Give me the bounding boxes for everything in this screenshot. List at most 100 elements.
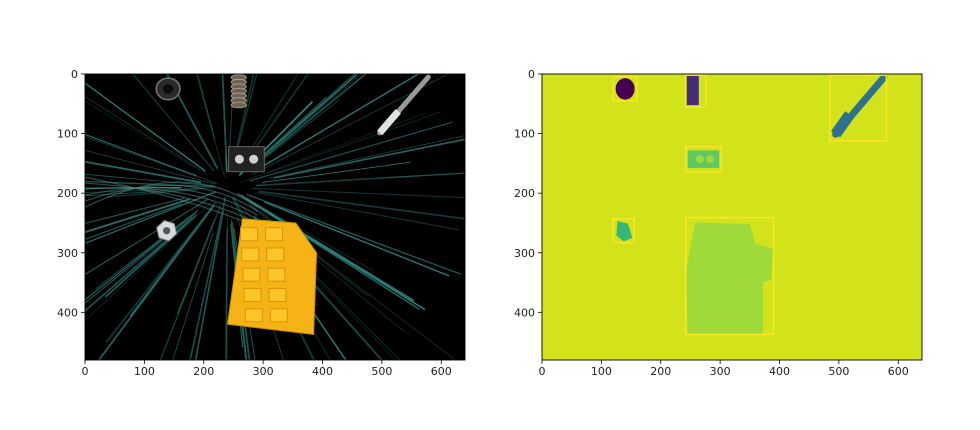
scene-streak	[240, 112, 426, 183]
y-tick-label: 100	[514, 128, 535, 141]
scene-swirl	[85, 176, 258, 228]
spring-object	[230, 74, 247, 109]
bracket-hole	[234, 154, 244, 164]
scene-streak	[196, 74, 225, 178]
brick-stud	[268, 288, 287, 302]
right-panel-segmentation-plot: 0 100 200 300 400 500 600 0 100 200 300 400	[514, 68, 923, 378]
scene-streak	[253, 99, 340, 168]
bracket-hole	[249, 154, 259, 164]
x-tick-label: 600	[431, 365, 452, 378]
scene-streak	[221, 74, 227, 157]
scene-streak	[85, 82, 206, 172]
y-tick-label: 200	[57, 187, 78, 200]
x-tick-label: 0	[82, 365, 89, 378]
brick-stud	[240, 227, 259, 242]
segment-screw-head	[831, 111, 855, 138]
bbox-screw	[829, 74, 888, 142]
scene-streak	[85, 149, 216, 185]
scene-streak	[106, 188, 200, 198]
brick-object	[226, 218, 318, 335]
y-tick-label: 300	[57, 247, 78, 260]
x-tick-label: 600	[888, 365, 909, 378]
scene-streak	[85, 196, 218, 322]
axes-frame	[541, 73, 923, 361]
scene-swirl	[85, 184, 258, 212]
y-tick-label: 0	[528, 68, 535, 81]
scene-streak	[241, 74, 299, 164]
scene-streak	[85, 186, 182, 189]
scene-streak	[85, 198, 191, 234]
scene-streak	[245, 198, 426, 311]
scene-streak	[263, 176, 388, 186]
bbox-nut	[612, 217, 635, 244]
axes-frame	[84, 73, 466, 361]
scene-swirl	[85, 187, 258, 216]
brick-stud	[243, 288, 262, 302]
scene-streak	[255, 96, 327, 162]
x-tick-label: 100	[591, 365, 612, 378]
scene-streak	[85, 191, 216, 245]
segmentation-map	[542, 74, 922, 360]
scene-swirl	[85, 182, 258, 224]
segment-nut	[616, 221, 633, 242]
scene-streak	[85, 133, 198, 177]
y-tick-label: 0	[71, 68, 78, 81]
scene-streak	[95, 213, 194, 290]
segment-bracket-hole	[695, 155, 704, 164]
scene-streak	[247, 74, 359, 171]
segment-ring	[615, 78, 635, 100]
scene-streak	[85, 197, 185, 224]
x-tick-label: 300	[253, 365, 274, 378]
axes: 0 100 200 300 400 500 600 0 100 200 300 400	[514, 68, 923, 378]
scene-streak	[197, 74, 216, 141]
scene-streak	[249, 121, 453, 182]
x-tick-label: 400	[312, 365, 333, 378]
scene-streak	[85, 160, 202, 184]
brick-stud	[266, 247, 285, 262]
scene-streak	[194, 210, 224, 360]
scene-streak	[252, 74, 450, 175]
x-tick-label: 500	[371, 365, 392, 378]
ring-hole	[162, 84, 174, 94]
left-panel-image-plot: 0 100 200 300 400 500 600 0 100 200 300 400	[57, 68, 466, 378]
x-tick-label: 400	[769, 365, 790, 378]
scene-streak	[255, 74, 367, 165]
scene-streak	[268, 135, 465, 179]
x-tick-label: 200	[650, 365, 671, 378]
x-tick-label: 300	[710, 365, 731, 378]
scene-streak	[189, 196, 227, 360]
scene-streak	[85, 100, 197, 169]
scene-streak	[232, 74, 255, 161]
segment-brick	[686, 222, 774, 335]
bbox-ring	[612, 76, 638, 102]
brick-stud	[242, 267, 261, 282]
scene-streaks	[85, 74, 465, 360]
y-tick-label: 400	[514, 306, 535, 319]
scene-streak	[254, 74, 420, 172]
bbox-brick	[684, 216, 775, 336]
scene-streak	[225, 228, 228, 360]
screw-head	[377, 108, 402, 136]
x-tick-label: 500	[828, 365, 849, 378]
scene-streak	[104, 214, 198, 298]
brick-stud	[269, 308, 288, 323]
brick-stud	[267, 267, 286, 282]
scene-streak	[246, 193, 462, 275]
scene-streak	[85, 187, 216, 194]
scene-streak	[165, 74, 219, 169]
scene-streak	[132, 74, 215, 172]
scene-streak	[85, 180, 215, 188]
scene-streak	[251, 187, 465, 199]
bbox-bracket	[684, 145, 723, 173]
brick-stud	[244, 308, 263, 323]
segment-spring	[686, 75, 699, 106]
scene-swirl	[85, 181, 258, 208]
x-tick-label: 100	[134, 365, 155, 378]
scene-streak	[262, 161, 411, 183]
scene-streak	[267, 111, 442, 174]
scene-streak	[97, 205, 214, 360]
nut-hole	[163, 227, 171, 235]
bbox-spring	[684, 74, 707, 109]
y-tick-label: 400	[57, 306, 78, 319]
scene-streak	[256, 191, 459, 231]
